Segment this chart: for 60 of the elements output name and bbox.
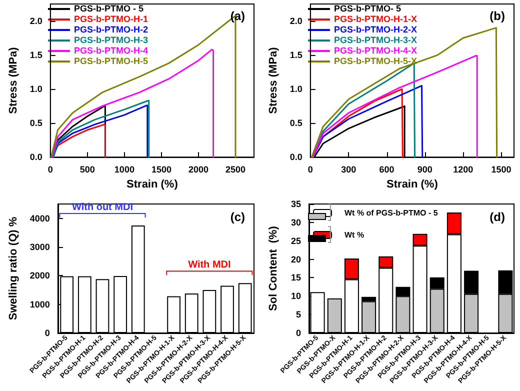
y-axis-title: Sol Content (%) [268,225,280,310]
x-tick-label: 900 [417,164,432,175]
legend-label: PGS-b-PTMO-H-5-X [334,56,417,66]
y-tick-label: 3000 [30,242,50,252]
annotation: With MDI [188,259,231,270]
x-axis-title: Strain (%) [126,178,178,190]
y-axis-title: Swelling ratio (Q) % [8,216,20,320]
legend-label: Wt % [344,230,364,239]
y-tick-label: 20 [290,254,301,264]
y-axis-title: Stress (MPa) [268,46,280,114]
y-tick-label: 5 [296,309,301,320]
y-tick-label: 1000 [30,298,50,309]
legend-label: PGS-b-PTMO-H-5 [74,56,148,66]
x-axis-title: Strain (%) [386,178,438,190]
y-tick-label: 2.0 [30,16,42,26]
x-tick-label: 1500 [491,164,512,175]
legend-label: PGS-b-PTMO-H-4-X [334,46,417,56]
line-series [312,54,478,158]
legend-label: Wt % of PGS-b-PTMO - 5 [344,208,438,217]
x-tick-label: 0 [308,164,313,175]
y-tick-label: 0.5 [290,118,302,128]
legend-label: PGS-b-PTMO - 5 [74,4,144,14]
x-tick-label: 600 [379,164,394,175]
x-tick-label: 1000 [114,164,134,175]
annotation: With out MDI [72,202,134,212]
y-tick-label: 0.5 [30,118,42,128]
legend-label: PGS-b-PTMO- 5 [334,4,401,14]
x-tick-label: 1200 [453,164,474,175]
x-tick-label: 500 [80,164,95,175]
y-tick-label: 4000 [30,212,50,223]
y-tick-label: 30 [290,216,301,227]
y-tick-label: 1.5 [290,50,302,60]
y-tick-label: 15 [290,272,301,282]
y-tick-label: 1.0 [30,84,42,94]
y-tick-label: 35 [290,198,301,208]
y-tick-label: 2.0 [290,16,302,26]
y-tick-label: 0.0 [290,152,302,162]
y-tick-label: 0.0 [30,152,42,162]
line-series [51,48,214,158]
x-tick-label: 1500 [151,164,172,175]
legend-label: PGS-b-PTMO-H-1 [74,14,148,24]
y-tick-label: 1.5 [30,50,42,60]
y-tick-label: 2000 [30,270,50,280]
chart-title: (b) [490,9,506,23]
text: (c) [230,210,246,224]
x-tick-label: 300 [341,164,356,175]
legend-label: PGS-b-PTMO-H-2-X [334,24,417,34]
y-axis-title: Stress (MPa) [8,46,20,114]
legend-label: PGS-b-PTMO-H-3 [74,35,148,45]
text: (d) [490,210,506,224]
y-tick-label: 1.0 [290,84,302,94]
y-tick-label: 10 [290,290,301,301]
legend-label: PGS-b-PTMO-H-2 [74,24,148,34]
legend-label: PGS-b-PTMO-H-1-X [334,14,417,24]
chart-title: (a) [230,9,246,23]
legend-label: PGS-b-PTMO-H-4 [74,46,148,56]
x-tick-label: 2000 [188,164,208,175]
legend-label: PGS-b-PTMO-H-3-X [334,35,417,45]
y-tick-label: 25 [290,235,301,246]
x-tick-label: 2500 [225,164,246,175]
